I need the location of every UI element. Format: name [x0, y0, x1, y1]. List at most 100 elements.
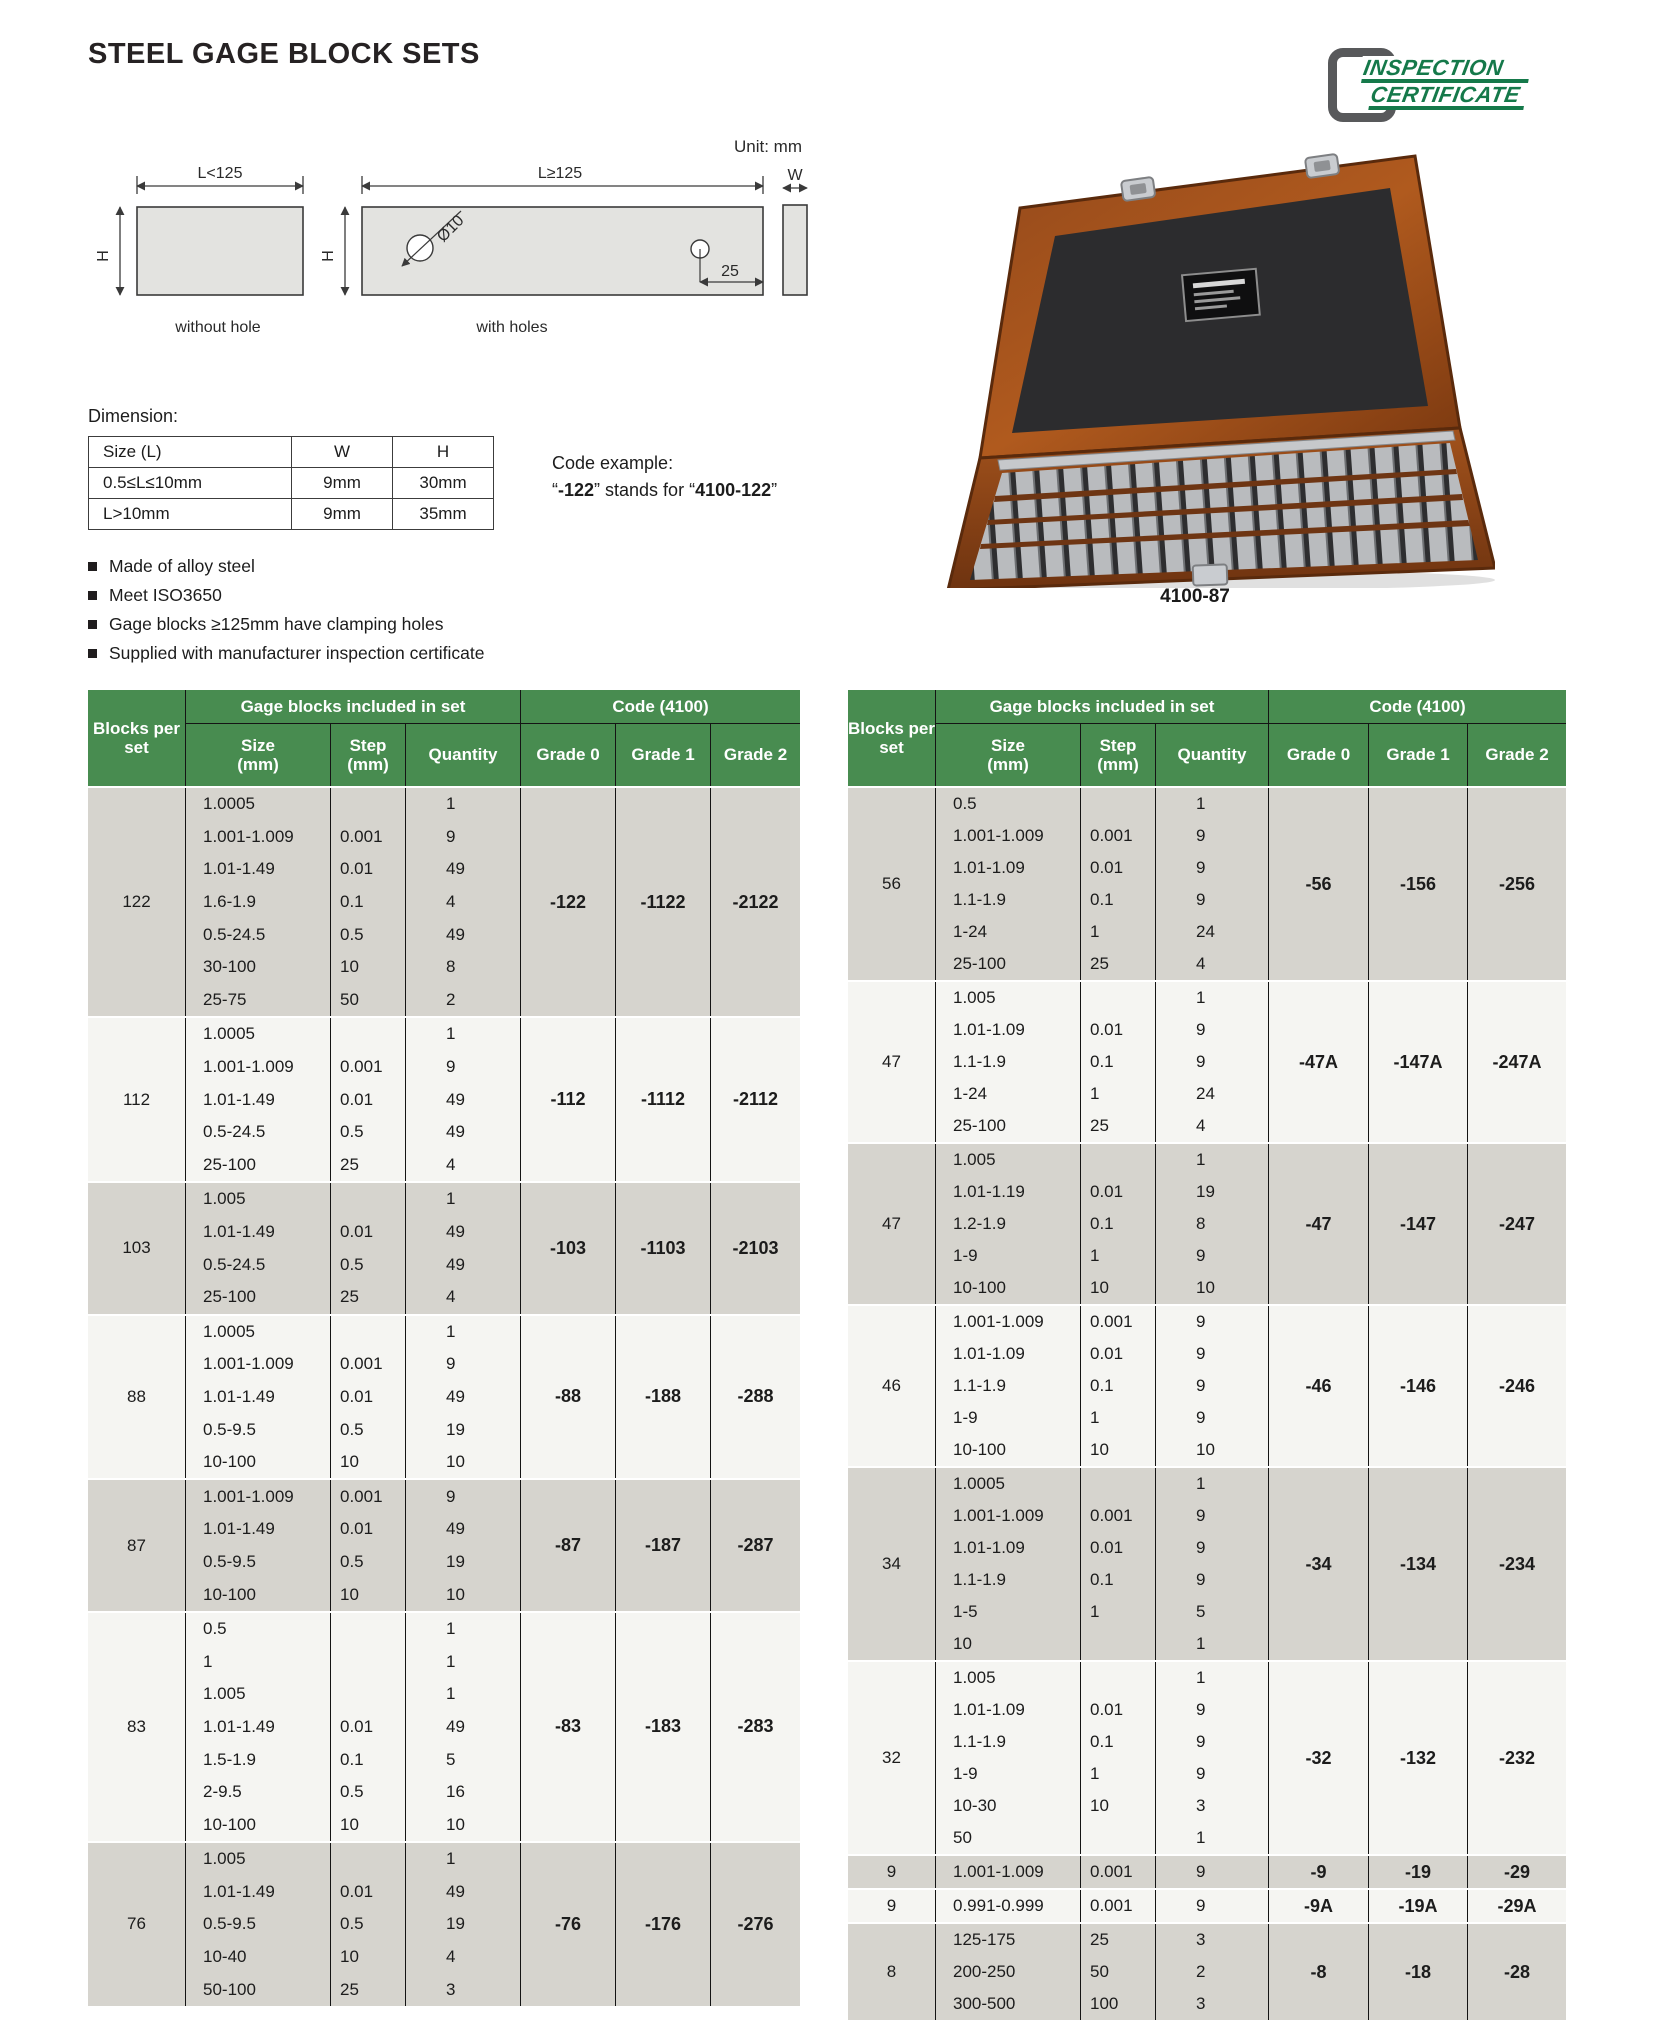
header-step-mm: Step (mm)	[1080, 724, 1155, 786]
size-cell: 1.001-1.009	[935, 1306, 1080, 1338]
header-size-mm: Size (mm)	[935, 724, 1080, 786]
quantity-cell: 9	[405, 1480, 520, 1514]
size-cell: 0.5-24.5	[185, 918, 330, 951]
quantity-cell: 1	[1155, 788, 1268, 820]
quantity-cell: 9	[1155, 1240, 1268, 1272]
quantity-cell: 19	[405, 1413, 520, 1446]
code-grade-1: -147A	[1368, 982, 1467, 1142]
table-row: 0.5≤L≤10mm 9mm 30mm	[88, 467, 494, 499]
table-row-group: 83 0.5 1 1 1 1.005 1 1.01-1.49 0.01 49 1.5-1.9 0.1 5…	[88, 1612, 800, 1841]
step-cell: 0.1	[1080, 1726, 1155, 1758]
step-cell	[1080, 1144, 1155, 1176]
code-grade-1: -156	[1368, 788, 1467, 980]
size-cell: 1.0005	[185, 1018, 330, 1051]
quantity-cell: 5	[1155, 1596, 1268, 1628]
code-grade-1: -187	[615, 1480, 710, 1611]
size-cell: 1.001-1.009	[935, 820, 1080, 852]
step-cell: 10	[330, 1445, 405, 1479]
size-cell: 1-24	[935, 916, 1080, 948]
size-cell: 1.1-1.9	[935, 884, 1080, 916]
table-row-group: 87 1.001-1.009 0.001 9 1.01-1.49 0.01 49 0.5-9.…	[88, 1480, 800, 1611]
quantity-cell: 9	[1155, 820, 1268, 852]
dim-header-size: Size (L)	[88, 436, 292, 468]
dim-cell: 30mm	[392, 467, 494, 499]
badge-text: INSPECTION CERTIFICATE	[1353, 55, 1536, 111]
size-cell: 1-5	[935, 1596, 1080, 1628]
quantity-cell: 49	[405, 1513, 520, 1546]
code-grade-2: -232	[1467, 1662, 1566, 1854]
quantity-cell: 4	[1155, 1110, 1268, 1142]
code-grade-1: -188	[615, 1315, 710, 1479]
code-grade-2: -247A	[1467, 982, 1566, 1142]
code-grade-0: -8	[1268, 1924, 1368, 2020]
quantity-cell: 9	[405, 820, 520, 854]
size-cell: 0.5	[935, 788, 1080, 820]
quantity-cell: 9	[1155, 1758, 1268, 1790]
quantity-cell: 1	[405, 1018, 520, 1051]
step-cell: 0.01	[1080, 852, 1155, 884]
step-cell: 0.01	[1080, 1338, 1155, 1370]
dim-l-ge-125: L≥125	[538, 165, 582, 182]
header-grade-0: Grade 0	[520, 724, 615, 786]
step-cell	[330, 1645, 405, 1679]
gage-block-drawing: Unit: mm L<125 H without hole L≥125 H Ø1…	[95, 137, 808, 336]
code-grade-1: -1103	[615, 1183, 710, 1314]
code-grade-0: -88	[520, 1315, 615, 1479]
quantity-cell: 9	[1155, 1306, 1268, 1338]
size-cell: 0.5-24.5	[185, 1115, 330, 1149]
quantity-cell: 10	[405, 1578, 520, 1611]
step-cell: 0.001	[1080, 1890, 1155, 1922]
header-grade-2: Grade 2	[710, 724, 800, 786]
quantity-cell: 49	[405, 1710, 520, 1744]
step-cell: 0.01	[330, 1380, 405, 1414]
quantity-cell: 1	[1155, 982, 1268, 1014]
step-cell	[330, 1843, 405, 1876]
step-cell: 1	[1080, 1758, 1155, 1790]
step-cell	[330, 1018, 405, 1051]
w-label: W	[787, 167, 803, 184]
quantity-cell: 9	[1155, 1890, 1268, 1922]
table-header: Blocks per set Gage blocks included in se…	[88, 690, 800, 786]
code-grade-2: -283	[710, 1612, 800, 1841]
step-cell: 1	[1080, 916, 1155, 948]
step-cell: 0.1	[1080, 884, 1155, 916]
code-example-text: “-122” stands for “4100-122”	[552, 480, 778, 500]
size-cell: 125-175	[935, 1924, 1080, 1956]
size-cell: 10-40	[185, 1940, 330, 1974]
code-grade-2: -29A	[1467, 1890, 1566, 1922]
quantity-cell: 9	[1155, 1532, 1268, 1564]
list-item: Supplied with manufacturer inspection ce…	[88, 639, 484, 668]
quantity-cell: 49	[405, 1248, 520, 1281]
clasp-icon	[1120, 176, 1156, 202]
quantity-cell: 9	[1155, 852, 1268, 884]
quantity-cell: 9	[1155, 1856, 1268, 1888]
bullet-icon	[88, 649, 97, 658]
table-row-group: 9 1.001-1.009 0.001 9 -9 -19 -29	[848, 1856, 1566, 1888]
size-cell: 10-100	[185, 1445, 330, 1479]
size-cell: 1.005	[185, 1843, 330, 1876]
dim-header-w: W	[291, 436, 393, 468]
step-cell: 0.5	[330, 918, 405, 951]
table-row-group: 56 0.5 1 1.001-1.009 0.001 9 1.01-1.09 0.01 9 1.1…	[848, 788, 1566, 980]
step-cell	[330, 1183, 405, 1216]
quantity-cell: 1	[405, 1315, 520, 1349]
table-row-group: 103 1.005 1 1.01-1.49 0.01 49 0.5-24.5 0.5 49 25-…	[88, 1183, 800, 1314]
dimension-table: Size (L) W H 0.5≤L≤10mm 9mm 30mm L>10mm …	[88, 436, 494, 530]
header-size-mm: Size (mm)	[185, 724, 330, 786]
quantity-cell: 9	[1155, 1694, 1268, 1726]
size-cell: 0.5-9.5	[185, 1545, 330, 1579]
code-grade-0: -34	[1268, 1468, 1368, 1660]
step-cell: 25	[1080, 1110, 1155, 1142]
step-cell	[1080, 1468, 1155, 1500]
size-cell: 0.5-9.5	[185, 1413, 330, 1446]
size-cell: 1.1-1.9	[935, 1564, 1080, 1596]
size-cell: 1.01-1.49	[185, 1513, 330, 1546]
feature-text: Supplied with manufacturer inspection ce…	[109, 643, 485, 663]
step-cell: 25	[1080, 948, 1155, 980]
size-cell: 50-100	[185, 1973, 330, 2006]
lid-label-plaque	[1180, 267, 1261, 323]
dim-cell: L>10mm	[88, 498, 292, 530]
dim-cell: 9mm	[291, 467, 393, 499]
quantity-cell: 9	[1155, 1402, 1268, 1434]
table-row-group: 8 125-175 25 3 200-250 50 2 300-500 100 3 -8 -18 -28	[848, 1924, 1566, 2020]
